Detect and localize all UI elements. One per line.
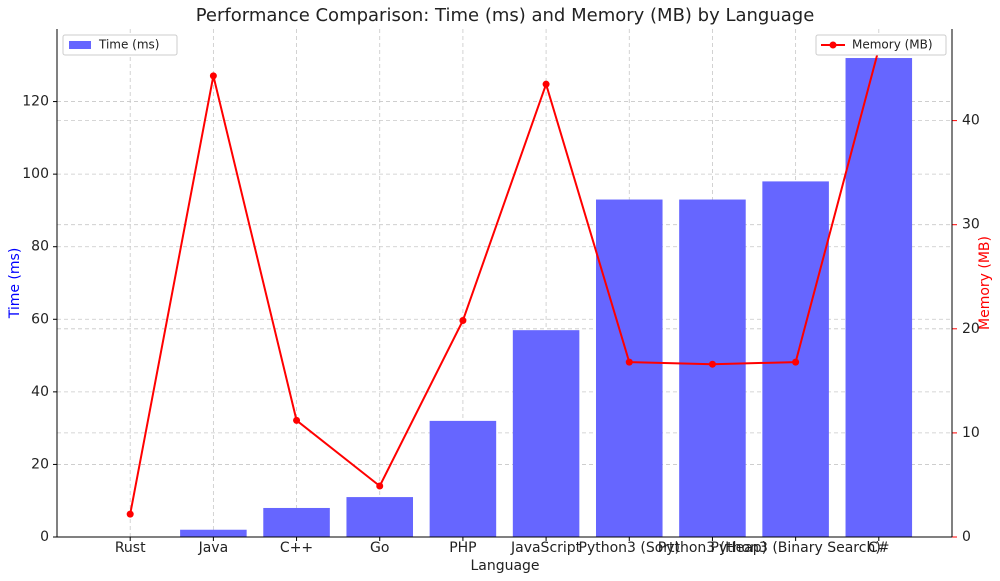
bar bbox=[679, 199, 746, 538]
y-tick-label: 100 bbox=[22, 166, 49, 182]
marker bbox=[792, 358, 800, 366]
x-axis-label: Language bbox=[470, 558, 539, 574]
marker bbox=[542, 80, 550, 88]
chart-title: Performance Comparison: Time (ms) and Me… bbox=[196, 5, 815, 26]
y-tick-label: 40 bbox=[31, 384, 49, 400]
marker bbox=[459, 316, 467, 324]
marker bbox=[376, 482, 384, 490]
legend-swatch bbox=[69, 41, 91, 49]
legend: Time (ms) bbox=[62, 34, 178, 56]
marker bbox=[625, 358, 633, 366]
x-tick-label: C++ bbox=[280, 540, 313, 556]
y-tick-label: 80 bbox=[31, 239, 49, 255]
y-axis-label: Time (ms) bbox=[7, 248, 23, 320]
y2-tick-label: 0 bbox=[962, 529, 971, 545]
legend-marker bbox=[829, 41, 837, 49]
x-tick-label: Python3 (Sort) bbox=[579, 540, 681, 556]
bar bbox=[263, 507, 330, 537]
y-tick-label: 120 bbox=[22, 94, 49, 110]
marker bbox=[293, 416, 301, 424]
x-tick-label: PHP bbox=[449, 540, 476, 556]
legend-box bbox=[62, 34, 178, 56]
legend-label: Time (ms) bbox=[98, 38, 160, 52]
bar bbox=[429, 420, 497, 537]
bar bbox=[346, 497, 414, 537]
y-tick-label: 20 bbox=[31, 456, 49, 472]
x-tick-label: C# bbox=[868, 540, 890, 556]
legend-label: Memory (MB) bbox=[852, 38, 933, 52]
y2-tick-label: 10 bbox=[962, 425, 980, 441]
x-tick-label: Go bbox=[370, 540, 389, 556]
bar bbox=[180, 529, 247, 537]
y-tick-label: 0 bbox=[40, 529, 49, 545]
x-tick-label: Python3 (Binary Search) bbox=[710, 540, 880, 556]
bar bbox=[595, 199, 663, 538]
y2-tick-label: 20 bbox=[962, 321, 980, 337]
legend: Memory (MB) bbox=[815, 34, 947, 56]
marker bbox=[126, 510, 134, 518]
legend-box bbox=[815, 34, 947, 56]
bar bbox=[845, 58, 913, 538]
x-tick-label: Python3 (Heap) bbox=[658, 540, 767, 556]
y2-tick-label: 40 bbox=[962, 113, 980, 129]
y2-tick-label: 30 bbox=[962, 217, 980, 233]
marker bbox=[209, 72, 217, 80]
x-tick-label: Java bbox=[198, 540, 229, 556]
x-tick-label: Rust bbox=[115, 540, 146, 556]
y2-axis-label: Memory (MB) bbox=[977, 236, 993, 330]
y-tick-label: 60 bbox=[31, 311, 49, 327]
line bbox=[129, 48, 880, 515]
marker bbox=[708, 360, 716, 368]
x-tick-label: JavaScript bbox=[510, 540, 582, 556]
bar bbox=[512, 330, 580, 537]
